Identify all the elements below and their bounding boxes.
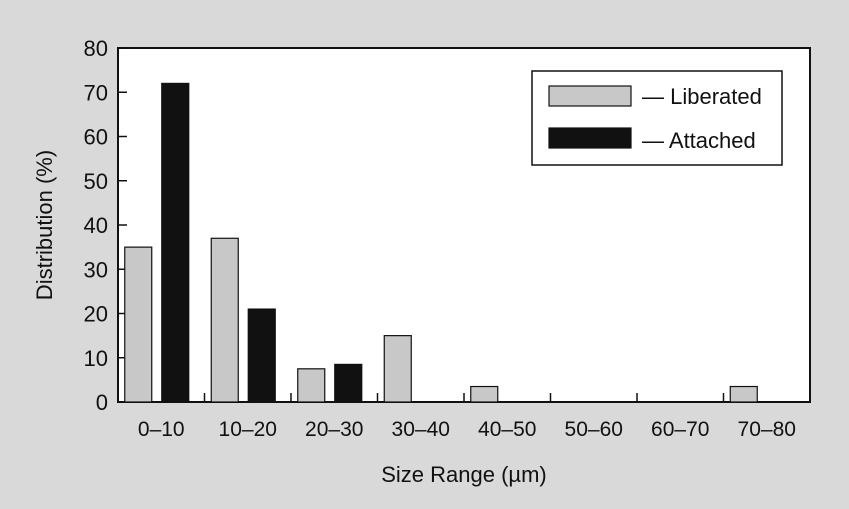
legend-swatch-liberated <box>548 85 632 107</box>
x-axis-title: Size Range (µm) <box>381 462 547 487</box>
y-axis-title: Distribution (%) <box>32 150 57 300</box>
y-tick-label: 70 <box>84 80 108 105</box>
y-tick-label: 30 <box>84 257 108 282</box>
y-tick-label: 40 <box>84 213 108 238</box>
x-tick-label: 40–50 <box>478 418 536 441</box>
legend-label-liberated: — Liberated <box>642 84 762 109</box>
y-tick-label: 50 <box>84 169 108 194</box>
bar-attached <box>161 82 190 403</box>
y-tick-label: 60 <box>84 125 108 150</box>
y-tick-label: 20 <box>84 302 108 327</box>
x-tick-label: 60–70 <box>651 418 709 441</box>
x-tick-label: 50–60 <box>565 418 623 441</box>
bar-liberated <box>297 368 326 403</box>
y-tick-label: 0 <box>96 390 108 415</box>
bar-liberated <box>210 237 239 403</box>
x-tick-label: 20–30 <box>305 418 363 441</box>
bar-attached <box>247 308 276 403</box>
x-tick-label: 30–40 <box>392 418 450 441</box>
x-tick-label: 10–20 <box>219 418 277 441</box>
bar-liberated <box>124 246 153 403</box>
y-tick-label: 80 <box>84 36 108 61</box>
y-tick-label: 10 <box>84 346 108 371</box>
bar-liberated <box>729 385 758 403</box>
bar-liberated <box>470 385 499 403</box>
x-tick-label: 70–80 <box>738 418 796 441</box>
legend: — Liberated — Attached <box>531 70 783 166</box>
x-tick-label: 0–10 <box>138 418 185 441</box>
bar-liberated <box>383 335 412 403</box>
legend-label-attached: — Attached <box>642 128 756 153</box>
legend-swatch-attached <box>548 127 632 149</box>
bar-attached <box>334 363 363 403</box>
